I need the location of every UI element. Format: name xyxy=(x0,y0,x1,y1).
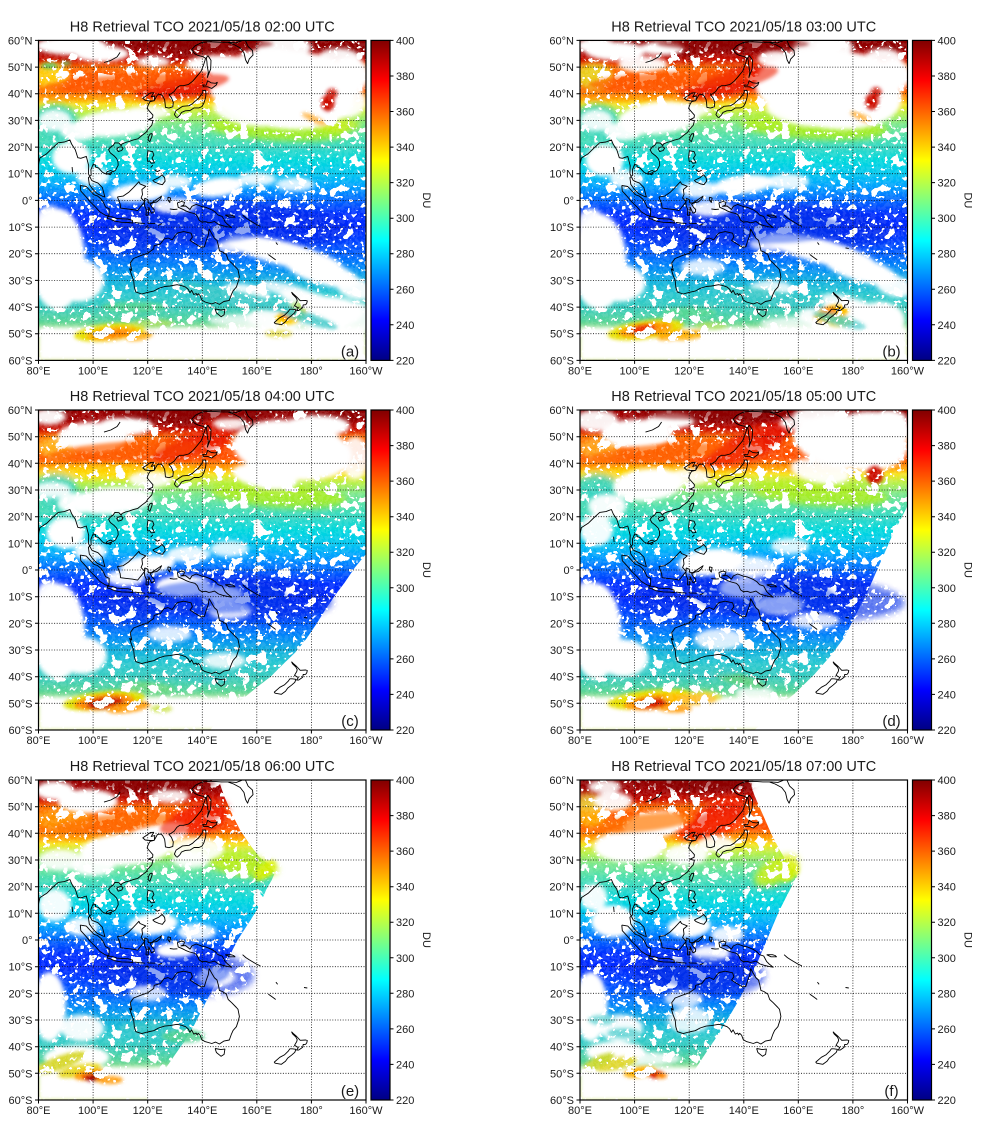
svg-text:(d): (d) xyxy=(882,713,900,730)
svg-text:(b): (b) xyxy=(882,343,900,360)
svg-text:H8 Retrieval TCO 2021/05/18 04: H8 Retrieval TCO 2021/05/18 04:00 UTC xyxy=(70,389,335,405)
svg-text:(f): (f) xyxy=(884,1083,898,1100)
svg-text:H8 Retrieval TCO 2021/05/18 03: H8 Retrieval TCO 2021/05/18 03:00 UTC xyxy=(611,19,876,35)
svg-text:H8 Retrieval TCO 2021/05/18 07: H8 Retrieval TCO 2021/05/18 07:00 UTC xyxy=(611,759,876,775)
svg-text:H8 Retrieval TCO 2021/05/18 05: H8 Retrieval TCO 2021/05/18 05:00 UTC xyxy=(611,389,876,405)
svg-text:(c): (c) xyxy=(341,713,359,730)
svg-text:(e): (e) xyxy=(341,1083,359,1100)
svg-text:(a): (a) xyxy=(341,343,359,360)
svg-text:H8 Retrieval TCO 2021/05/18 06: H8 Retrieval TCO 2021/05/18 06:00 UTC xyxy=(70,759,335,775)
svg-text:H8 Retrieval TCO 2021/05/18 02: H8 Retrieval TCO 2021/05/18 02:00 UTC xyxy=(70,19,335,35)
